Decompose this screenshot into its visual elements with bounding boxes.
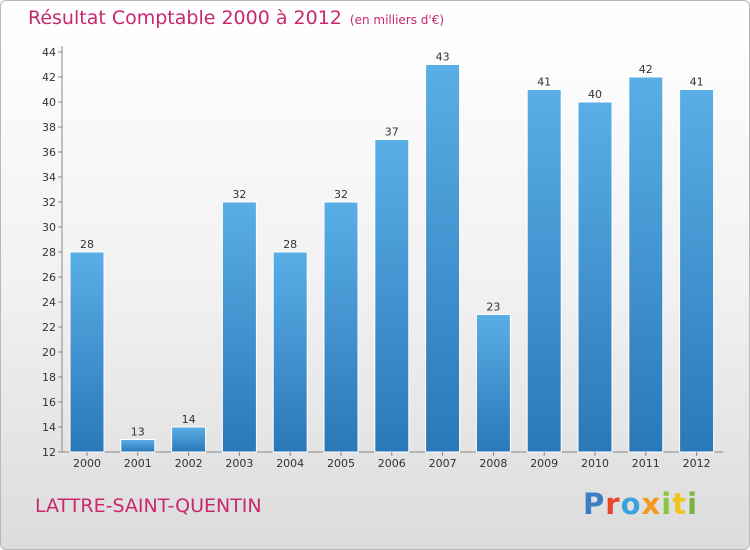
bar <box>221 201 257 453</box>
bar-value-label: 14 <box>182 413 196 426</box>
y-tick-label: 42 <box>42 71 56 84</box>
bar-value-label: 32 <box>334 188 348 201</box>
logo-letter: t <box>672 487 688 521</box>
x-tick-label: 2001 <box>124 457 152 470</box>
y-tick-label: 28 <box>42 246 56 259</box>
x-tick-label: 2000 <box>73 457 101 470</box>
y-tick-label: 36 <box>42 146 56 159</box>
city-name: LATTRE-SAINT-QUENTIN <box>35 495 262 517</box>
bar-value-label: 41 <box>690 76 704 89</box>
y-tick-label: 22 <box>42 321 56 334</box>
y-tick-label: 16 <box>42 396 56 409</box>
logo-letter: o <box>620 487 642 521</box>
y-tick-label: 26 <box>42 271 56 284</box>
y-tick-label: 20 <box>42 346 56 359</box>
x-tick-label: 2011 <box>632 457 660 470</box>
y-tick-label: 12 <box>42 446 56 459</box>
bar-value-label: 37 <box>385 126 399 139</box>
bar <box>526 89 562 453</box>
y-tick-label: 44 <box>42 46 56 59</box>
bar <box>475 314 511 453</box>
bar <box>679 89 715 453</box>
bar-value-label: 28 <box>283 238 297 251</box>
bar <box>374 139 410 453</box>
bar <box>120 439 156 453</box>
x-tick-label: 2006 <box>378 457 406 470</box>
y-tick-label: 14 <box>42 421 56 434</box>
bar-value-label: 13 <box>131 426 145 439</box>
bar <box>171 426 207 453</box>
bar-value-label: 43 <box>436 51 450 64</box>
logo-letter: i <box>687 487 699 521</box>
logo-letter: r <box>605 487 621 521</box>
bar <box>577 101 613 453</box>
title-text: Résultat Comptable 2000 à 2012 <box>28 7 342 29</box>
proxiti-logo: Proxiti <box>583 487 698 521</box>
bar <box>323 201 359 453</box>
y-tick-label: 24 <box>42 296 56 309</box>
x-tick-label: 2009 <box>530 457 558 470</box>
bar <box>272 251 308 453</box>
y-tick-label: 34 <box>42 171 56 184</box>
x-tick-label: 2010 <box>581 457 609 470</box>
bar-value-label: 32 <box>232 188 246 201</box>
y-tick-label: 18 <box>42 371 56 384</box>
y-tick-label: 38 <box>42 121 56 134</box>
x-tick-label: 2002 <box>175 457 203 470</box>
y-tick-label: 32 <box>42 196 56 209</box>
bar-value-label: 23 <box>486 301 500 314</box>
bar-value-label: 41 <box>537 76 551 89</box>
bar <box>69 251 105 453</box>
bar-value-label: 42 <box>639 63 653 76</box>
title-unit: (en milliers d'€) <box>349 13 445 27</box>
x-tick-label: 2005 <box>327 457 355 470</box>
bar-value-label: 28 <box>80 238 94 251</box>
bar-value-label: 40 <box>588 88 602 101</box>
logo-letter: i <box>661 487 673 521</box>
x-tick-label: 2008 <box>479 457 507 470</box>
y-tick-label: 40 <box>42 96 56 109</box>
y-tick-label: 30 <box>42 221 56 234</box>
x-tick-label: 2004 <box>276 457 304 470</box>
bar <box>425 64 461 453</box>
x-tick-label: 2003 <box>225 457 253 470</box>
logo-letter: x <box>641 487 662 521</box>
chart-title: Résultat Comptable 2000 à 2012 (en millie… <box>28 7 444 29</box>
x-tick-label: 2012 <box>683 457 711 470</box>
bar <box>628 76 664 453</box>
x-tick-label: 2007 <box>429 457 457 470</box>
logo-letter: P <box>583 487 606 521</box>
